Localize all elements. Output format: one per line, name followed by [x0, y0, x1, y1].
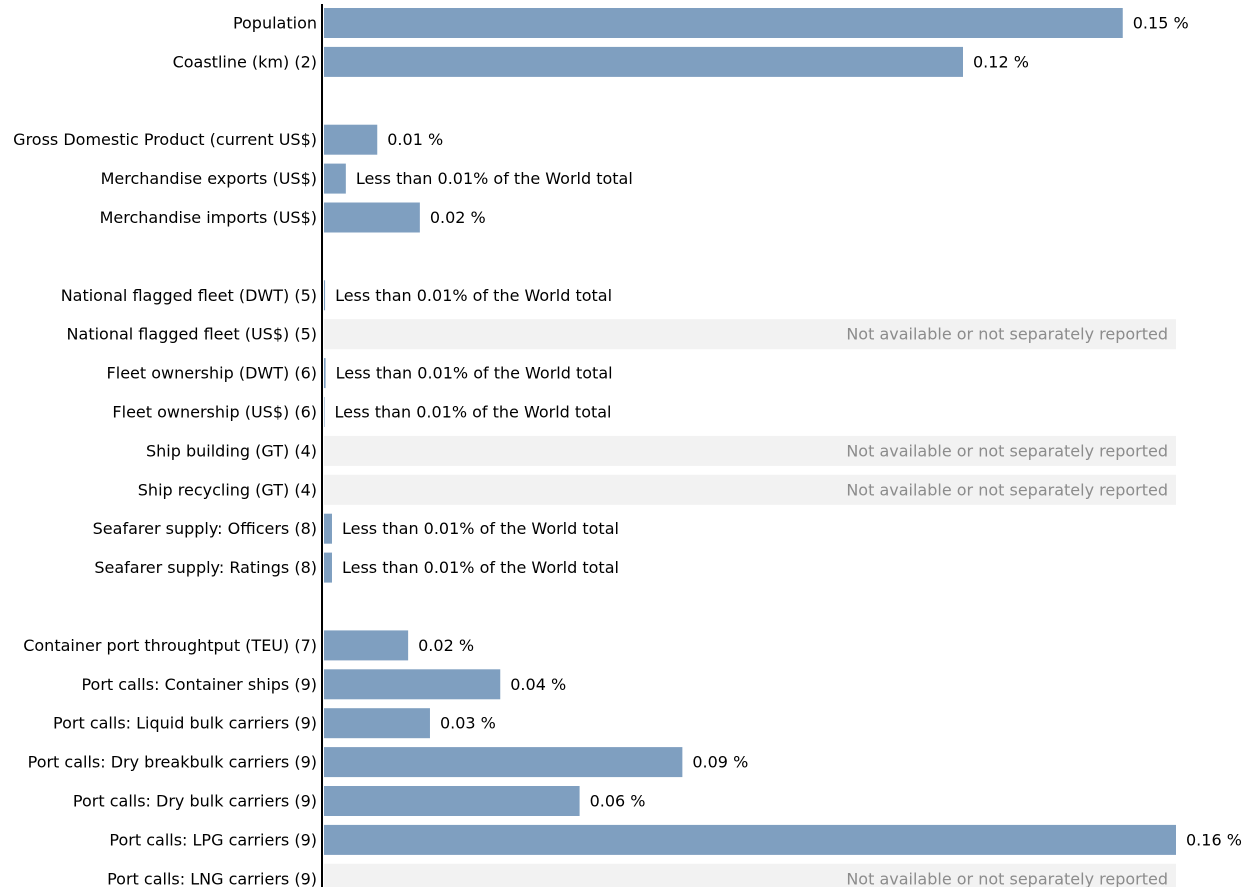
category-label: Port calls: Dry bulk carriers (9): [73, 792, 317, 811]
bar: [324, 669, 501, 700]
category-label: Port calls: Container ships (9): [81, 675, 317, 694]
bar: [324, 280, 326, 311]
data-label: 0.06 %: [590, 792, 646, 811]
data-label: Less than 0.01% of the World total: [335, 286, 612, 305]
bar: [324, 630, 409, 661]
category-labels-layer: Population Coastline (km) (2) Gross Domest…: [13, 14, 317, 887]
not-available-label: Not available or not separately reported: [846, 869, 1168, 887]
category-label: Population: [233, 14, 317, 33]
bar: [324, 513, 332, 544]
bar: [324, 163, 346, 194]
category-label: Merchandise imports (US$): [100, 208, 317, 227]
category-label: Seafarer supply: Officers (8): [93, 519, 317, 538]
data-label: Less than 0.01% of the World total: [342, 519, 619, 538]
bar: [324, 824, 1176, 855]
data-label: Less than 0.01% of the World total: [342, 558, 619, 577]
data-label: 0.02 %: [418, 636, 474, 655]
category-label: Container port throughtput (TEU) (7): [23, 636, 317, 655]
category-label: Fleet ownership (DWT) (6): [107, 364, 317, 383]
category-label: National flagged fleet (US$) (5): [67, 325, 317, 344]
not-available-band: [324, 435, 1176, 466]
category-label: Port calls: Liquid bulk carriers (9): [53, 714, 317, 733]
data-label: 0.04 %: [510, 675, 566, 694]
category-label: Merchandise exports (US$): [101, 169, 317, 188]
category-label: Fleet ownership (US$) (6): [112, 403, 317, 422]
data-label: 0.12 %: [973, 52, 1029, 71]
data-label: 0.16 %: [1186, 830, 1242, 849]
bar: [324, 397, 325, 427]
data-label: Less than 0.01% of the World total: [336, 364, 613, 383]
category-label: Coastline (km) (2): [173, 52, 317, 71]
bar: [324, 708, 430, 739]
category-label: Port calls: LNG carriers (9): [107, 869, 317, 887]
category-label: Seafarer supply: Ratings (8): [94, 558, 317, 577]
not-available-band: [324, 863, 1176, 887]
data-label: 0.03 %: [440, 714, 496, 733]
data-label: 0.15 %: [1133, 14, 1189, 33]
not-available-band: [324, 319, 1176, 350]
not-available-layer: [324, 319, 1176, 887]
bar: [324, 552, 332, 583]
data-label: Less than 0.01% of the World total: [356, 169, 633, 188]
bar: [324, 124, 378, 155]
bar: [324, 747, 683, 778]
bar: [324, 46, 963, 77]
bar: [324, 358, 326, 389]
category-label: Gross Domestic Product (current US$): [13, 130, 317, 149]
data-label: 0.09 %: [692, 753, 748, 772]
not-available-label: Not available or not separately reported: [846, 325, 1168, 344]
bars-layer: [324, 8, 1176, 855]
not-available-label: Not available or not separately reported: [846, 441, 1168, 460]
category-label: Port calls: LPG carriers (9): [109, 830, 317, 849]
data-label: 0.02 %: [430, 208, 486, 227]
data-label: Less than 0.01% of the World total: [335, 403, 612, 422]
bar: [324, 786, 580, 816]
category-label: Ship recycling (GT) (4): [138, 480, 317, 499]
not-available-label: Not available or not separately reported: [846, 480, 1168, 499]
category-label: Port calls: Dry breakbulk carriers (9): [28, 753, 317, 772]
value-labels-layer: 0.15 % 0.12 % 0.01 % Less than 0.01% of the…: [335, 14, 1242, 887]
category-label: Ship building (GT) (4): [146, 441, 317, 460]
bar: [324, 8, 1123, 38]
not-available-band: [324, 474, 1176, 505]
bar: [324, 202, 420, 233]
data-label: 0.01 %: [387, 130, 443, 149]
category-label: National flagged fleet (DWT) (5): [61, 286, 317, 305]
